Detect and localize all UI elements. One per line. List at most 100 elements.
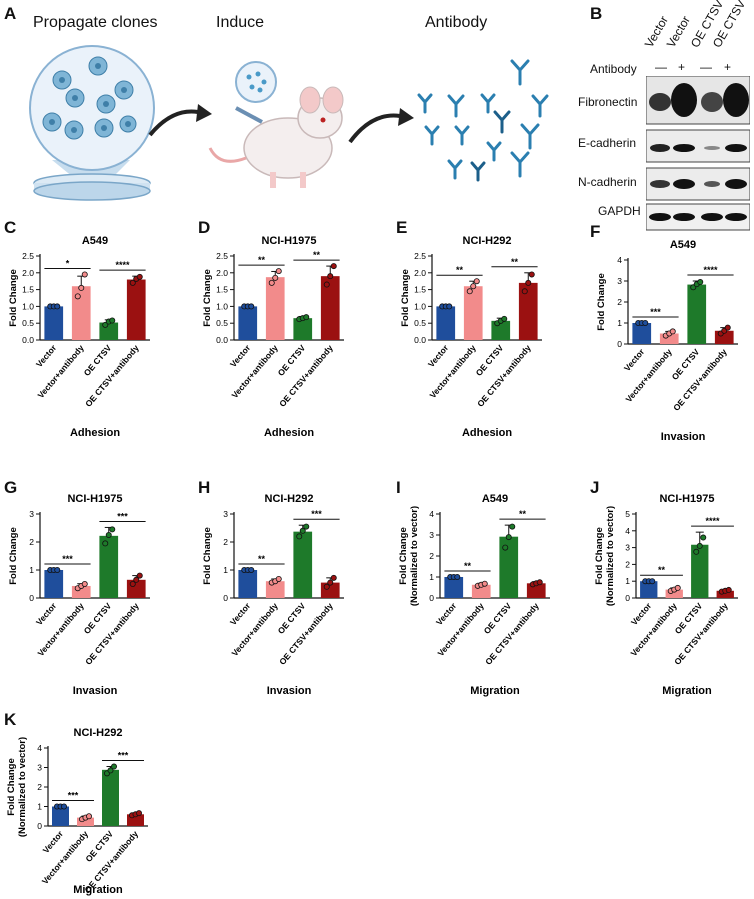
data-point	[296, 533, 303, 540]
data-point	[446, 303, 453, 310]
y-tick-label: 0	[29, 593, 34, 603]
data-point	[54, 567, 61, 574]
data-point	[327, 579, 334, 586]
y-axis-label: Fold Change	[398, 527, 409, 585]
x-tick-label: OE CTSV+antibody	[83, 601, 141, 667]
bar	[99, 535, 119, 598]
data-point	[78, 284, 85, 291]
antibodies-illustration	[417, 59, 549, 182]
clone-culture-illustration	[29, 45, 155, 201]
y-tick-label: 2	[617, 297, 622, 307]
y-tick-label: 2.0	[22, 268, 34, 278]
bar	[52, 806, 69, 826]
data-point	[509, 523, 516, 530]
antibody-state-2: +	[678, 60, 686, 74]
x-axis-label: Migration	[470, 685, 520, 697]
data-point	[501, 315, 508, 322]
chart-title: A549	[670, 239, 696, 251]
y-axis-label: Fold Change	[8, 527, 19, 585]
y-tick-label: 2.0	[216, 268, 228, 278]
y-tick-label: 3	[29, 509, 34, 519]
chart-title: A549	[482, 493, 508, 505]
significance-label: ***	[650, 307, 661, 317]
chart-j-h1975-migration: NCI-H1975 Fold Change (Normalized to vecto…	[594, 493, 738, 697]
data-point	[454, 574, 461, 581]
bar	[238, 306, 258, 340]
data-point	[649, 578, 656, 585]
significance-label: **	[258, 554, 266, 564]
significance-label: **	[313, 250, 321, 260]
y-tick-label: 2.5	[22, 251, 34, 261]
y-tick-label: 2	[625, 559, 630, 569]
panel-label-i: I	[396, 478, 401, 497]
bar	[265, 581, 285, 598]
mouse-illustration	[208, 61, 344, 188]
x-tick-label: Vector	[629, 600, 654, 627]
significance-label: ***	[117, 511, 128, 521]
data-point	[700, 534, 707, 541]
y-axis-label: Fold Change	[594, 527, 605, 585]
significance-label: **	[464, 561, 472, 571]
data-point	[505, 534, 512, 541]
protein-label-ncadherin: N-cadherin	[578, 175, 637, 189]
data-point	[323, 281, 330, 288]
data-point	[136, 572, 143, 579]
y-tick-label: 1	[625, 576, 630, 586]
data-point	[268, 279, 275, 286]
data-point	[105, 532, 112, 539]
chart-title: NCI-H292	[463, 235, 512, 247]
significance-label: ****	[703, 265, 718, 275]
bar	[665, 589, 683, 598]
x-tick-label: Vector	[622, 346, 647, 373]
data-point	[323, 583, 330, 590]
y-tick-label: 0	[223, 593, 228, 603]
y-tick-label: 1	[429, 572, 434, 582]
panel-label-a: A	[4, 4, 17, 23]
y-axis-label: Fold Change	[400, 269, 411, 327]
panel-label-c: C	[4, 218, 17, 237]
x-axis-label: Adhesion	[70, 427, 120, 439]
x-axis-label: Invasion	[267, 685, 312, 697]
chart-title: NCI-H1975	[67, 493, 122, 505]
data-point	[74, 293, 81, 300]
data-point	[299, 527, 306, 534]
y-tick-label: 1.0	[216, 301, 228, 311]
y-tick-label: 4	[37, 743, 42, 753]
y-tick-label: 1	[29, 565, 34, 575]
data-point	[129, 581, 136, 588]
significance-label: **	[258, 255, 266, 265]
significance-label: ***	[68, 791, 79, 801]
western-blot-image	[646, 76, 750, 231]
chart-title: NCI-H292	[74, 727, 123, 739]
x-axis-label: Invasion	[73, 685, 118, 697]
y-tick-label: 4	[429, 509, 434, 519]
y-tick-label: 1.5	[414, 285, 426, 295]
bar	[102, 769, 119, 826]
data-point	[248, 303, 255, 310]
bar	[463, 286, 483, 340]
y-tick-label: 1	[37, 802, 42, 812]
step-antibody-label: Antibody	[425, 14, 488, 31]
bar	[238, 570, 258, 598]
data-point	[327, 273, 334, 280]
panel-label-b: B	[590, 4, 603, 23]
arrow-icon	[148, 109, 199, 137]
chart-title: NCI-H1975	[261, 235, 316, 247]
bar	[44, 306, 64, 340]
y-tick-label: 0.0	[414, 335, 426, 345]
data-point	[109, 317, 116, 324]
data-point	[470, 283, 477, 290]
x-tick-label: Vector	[228, 600, 253, 627]
y-tick-label: 0	[37, 821, 42, 831]
y-axis-label: Fold Change	[6, 758, 17, 816]
bar	[293, 531, 313, 598]
panel-label-f: F	[590, 222, 601, 241]
bar	[687, 284, 707, 344]
bar	[44, 570, 64, 598]
y-tick-label: 3	[617, 276, 622, 286]
data-point	[536, 579, 543, 586]
data-point	[697, 279, 704, 286]
